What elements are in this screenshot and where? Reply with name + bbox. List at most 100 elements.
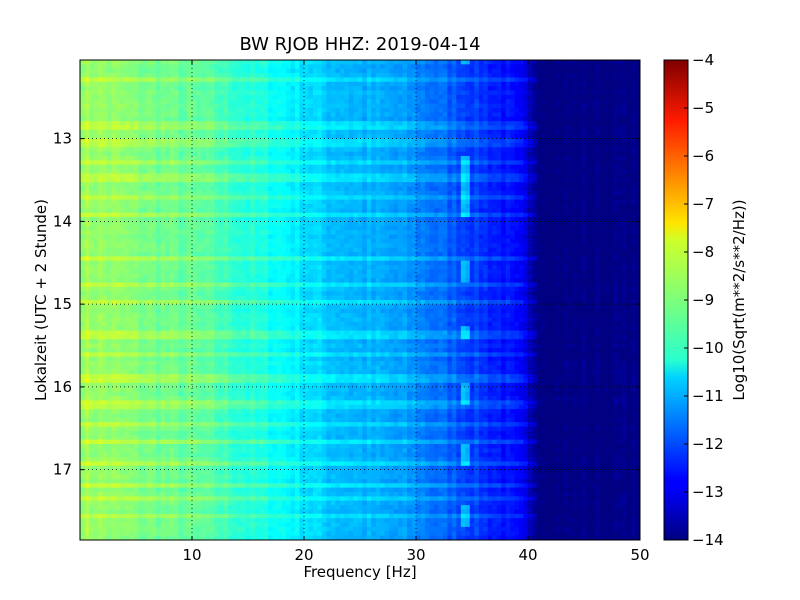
heatmap-cell	[272, 77, 278, 83]
heatmap-cell	[595, 121, 601, 127]
heatmap-cell	[613, 68, 619, 74]
heatmap-cell	[357, 186, 363, 192]
heatmap-cell	[286, 121, 292, 127]
heatmap-cell	[308, 125, 314, 131]
heatmap-cell	[375, 121, 381, 127]
heatmap-cell	[635, 186, 640, 192]
heatmap-cell	[362, 138, 368, 144]
heatmap-cell	[304, 147, 310, 153]
heatmap-cell	[429, 221, 435, 227]
heatmap-cell	[111, 177, 117, 183]
heatmap-cell	[106, 225, 112, 231]
heatmap-cell	[420, 116, 426, 122]
heatmap-cell	[165, 182, 171, 188]
heatmap-cell	[429, 73, 435, 79]
heatmap-cell	[465, 125, 471, 131]
heatmap-cell	[501, 125, 507, 131]
heatmap-cell	[559, 99, 565, 105]
heatmap-cell	[442, 217, 448, 223]
heatmap-cell	[129, 81, 135, 87]
heatmap-cell	[519, 204, 525, 209]
heatmap-cell	[353, 138, 359, 144]
heatmap-cell	[151, 156, 157, 161]
heatmap-cell	[272, 108, 278, 113]
heatmap-cell	[626, 129, 632, 135]
heatmap-cell	[451, 68, 457, 74]
heatmap-cell	[183, 199, 189, 205]
heatmap-cell	[304, 212, 310, 218]
heatmap-cell	[532, 190, 538, 196]
heatmap-cell	[348, 151, 354, 157]
heatmap-cell	[236, 151, 242, 157]
heatmap-cell	[281, 60, 287, 65]
heatmap-cell	[308, 94, 314, 100]
heatmap-cell	[192, 81, 198, 87]
heatmap-cell	[106, 190, 112, 196]
heatmap-cell	[398, 129, 404, 135]
heatmap-cell	[241, 221, 247, 227]
heatmap-cell	[371, 164, 377, 170]
heatmap-cell	[536, 182, 543, 188]
heatmap-cell	[214, 142, 220, 148]
heatmap-cell	[165, 164, 171, 170]
heatmap-cell	[214, 68, 220, 74]
heatmap-cell	[227, 208, 233, 214]
heatmap-cell	[528, 169, 534, 175]
heatmap-cell	[568, 208, 574, 214]
heatmap-cell	[214, 99, 220, 105]
heatmap-cell	[192, 199, 198, 205]
heatmap-cell	[595, 160, 601, 166]
heatmap-cell	[295, 64, 301, 70]
heatmap-cell	[523, 169, 529, 175]
heatmap-cell	[196, 212, 202, 218]
heatmap-cell	[442, 77, 448, 83]
heatmap-cell	[559, 160, 565, 166]
heatmap-cell	[178, 221, 184, 227]
heatmap-cell	[254, 60, 260, 65]
heatmap-cell	[232, 190, 238, 196]
heatmap-cell	[299, 169, 305, 175]
heatmap-cell	[290, 169, 296, 175]
heatmap-cell	[281, 186, 287, 192]
heatmap-cell	[572, 221, 578, 227]
heatmap-cell	[590, 73, 596, 79]
heatmap-cell	[456, 212, 462, 218]
heatmap-cell	[371, 94, 377, 100]
heatmap-cell	[433, 156, 439, 161]
heatmap-cell	[474, 177, 480, 183]
heatmap-cell	[496, 221, 502, 227]
heatmap-cell	[232, 147, 238, 153]
heatmap-cell	[151, 112, 157, 118]
heatmap-cell	[563, 99, 569, 105]
heatmap-cell	[348, 186, 354, 192]
heatmap-cell	[200, 86, 207, 92]
heatmap-cell	[581, 208, 587, 214]
heatmap-cell	[366, 121, 372, 127]
heatmap-cell	[536, 108, 543, 113]
heatmap-cell	[142, 86, 148, 92]
heatmap-cell	[496, 125, 502, 131]
heatmap-cell	[129, 108, 135, 113]
heatmap-cell	[268, 169, 274, 175]
heatmap-cell	[84, 156, 90, 161]
heatmap-cell	[407, 204, 413, 209]
heatmap-cell	[635, 129, 640, 135]
heatmap-cell	[563, 116, 569, 122]
heatmap-cell	[348, 77, 354, 83]
heatmap-cell	[631, 90, 637, 96]
heatmap-cell	[142, 160, 148, 166]
heatmap-cell	[366, 81, 372, 87]
heatmap-cell	[411, 195, 417, 201]
heatmap-cell	[429, 217, 435, 223]
heatmap-cell	[416, 99, 422, 105]
heatmap-cell	[362, 73, 368, 79]
heatmap-cell	[416, 112, 422, 118]
heatmap-cell	[613, 199, 619, 205]
heatmap-cell	[523, 230, 529, 236]
heatmap-cell	[335, 73, 341, 79]
heatmap-cell	[241, 64, 247, 70]
heatmap-cell	[192, 99, 198, 105]
heatmap-cell	[151, 212, 157, 218]
heatmap-cell	[335, 182, 341, 188]
heatmap-cell	[160, 204, 166, 209]
